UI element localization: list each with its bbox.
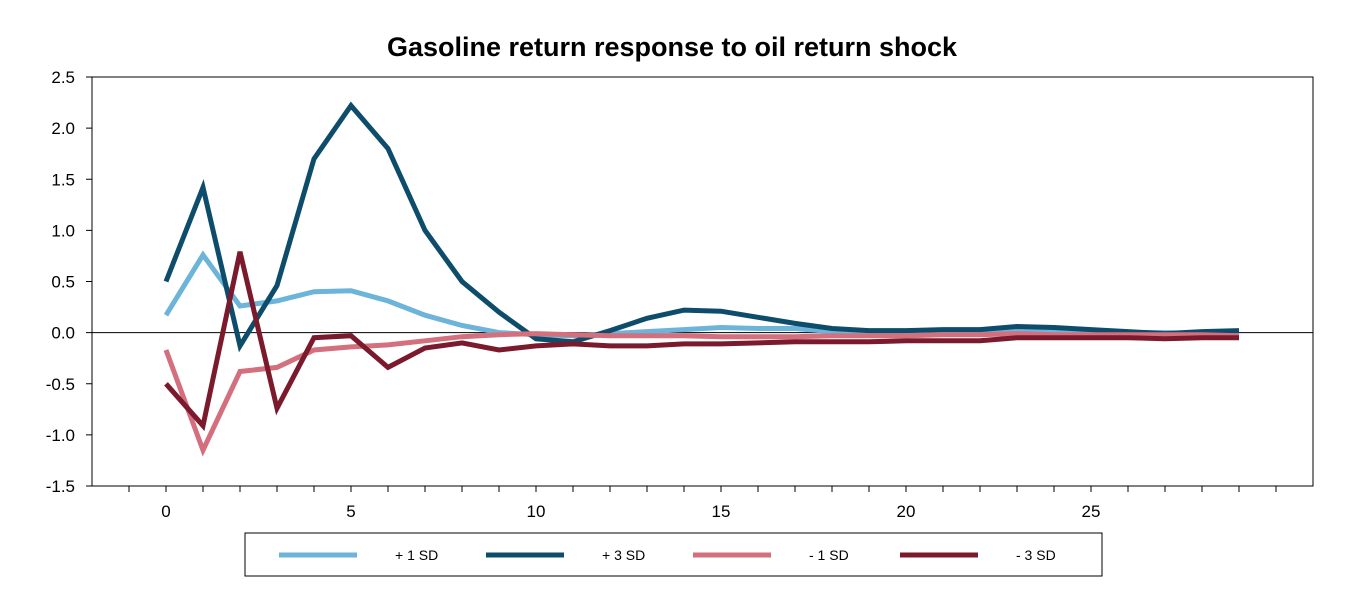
legend-label: + 1 SD [395,547,438,563]
y-tick-label: 0.5 [51,273,75,292]
y-tick-label: -0.5 [46,375,75,394]
series-line-minus1sd [163,331,1240,457]
legend-label: - 1 SD [809,547,849,563]
y-tick-label: -1.0 [46,426,75,445]
y-axis: 2.5 2.0 1.5 1.0 0.5 0.0 -0.5 -1.0 -1.5 [46,68,92,496]
x-axis: 0 5 10 15 20 25 [128,486,1277,521]
x-tick-label: 5 [346,502,355,521]
plot-area-frame [91,76,1314,487]
series-line-plus1sd [163,250,1240,339]
chart-title: Gasoline return response to oil return s… [387,32,958,62]
y-tick-label: 1.0 [51,221,75,240]
x-tick-label: 10 [527,502,546,521]
series-layer [163,101,1240,457]
series-line-plus3sd [163,101,1240,353]
x-tick-label: 20 [897,502,916,521]
legend: + 1 SD + 3 SD - 1 SD - 3 SD [244,532,1103,577]
legend-label: + 3 SD [602,547,645,563]
y-tick-label: 1.5 [51,170,75,189]
y-tick-label: 2.5 [51,68,75,87]
x-tick-label: 0 [161,502,170,521]
x-tick-label: 15 [712,502,731,521]
series-line-minus3sd [164,251,1239,432]
y-tick-label: 2.0 [51,119,75,138]
legend-label: - 3 SD [1016,547,1056,563]
x-tick-label: 25 [1082,502,1101,521]
y-tick-label: -1.5 [46,477,75,496]
y-tick-label: 0.0 [51,324,75,343]
